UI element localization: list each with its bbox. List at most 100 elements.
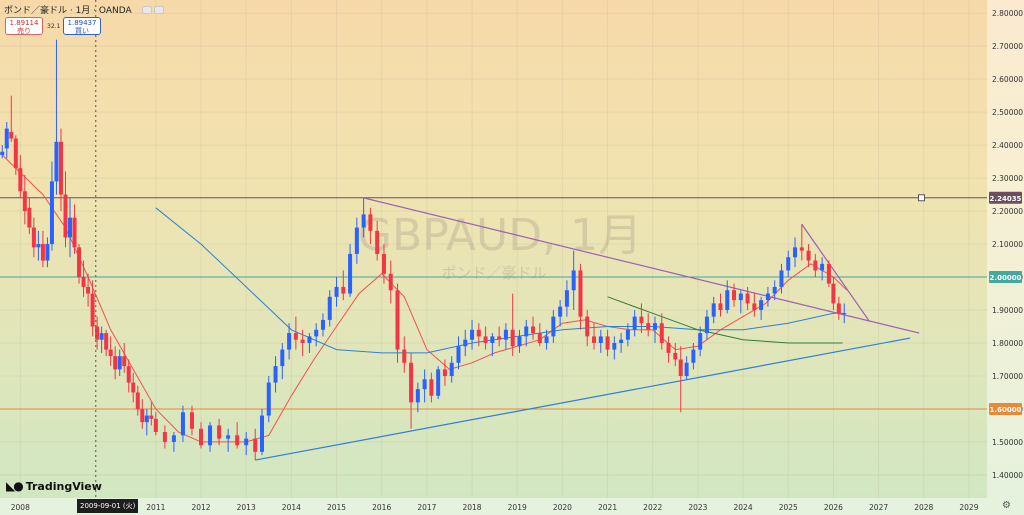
candle-body <box>820 263 825 271</box>
candle-body <box>104 333 109 350</box>
candle-body <box>199 428 204 446</box>
candle-body <box>77 247 82 278</box>
buy-button[interactable]: 1.89437 買い <box>63 17 101 35</box>
candle-body <box>732 290 737 301</box>
candle-body <box>244 438 249 446</box>
time-tick-label: 2019 <box>508 503 527 512</box>
candle-body <box>772 286 777 294</box>
candle-body <box>31 227 36 248</box>
price-tick-label: 1.80000 <box>992 339 1023 348</box>
time-tick-label: 2023 <box>688 503 707 512</box>
candle-body <box>226 435 231 439</box>
candle-body <box>476 329 481 337</box>
visibility-toggle-icon[interactable] <box>141 5 152 14</box>
candle-body <box>9 131 14 139</box>
candle-body <box>551 316 556 337</box>
price-tick-label: 1.40000 <box>992 471 1023 480</box>
candle-body <box>375 230 380 254</box>
candle-body <box>117 356 122 370</box>
candle-body <box>189 412 194 429</box>
time-tick-label: 2021 <box>598 503 617 512</box>
time-tick-label: 2015 <box>327 503 346 512</box>
time-axis[interactable] <box>0 498 987 515</box>
candle-body <box>564 290 569 307</box>
candle-body <box>786 257 791 271</box>
tradingview-logo[interactable]: ◣● TradingView <box>6 479 102 493</box>
level-price-badge <box>989 191 1022 204</box>
level-price-label: 2.00000 <box>990 274 1022 282</box>
candle-body <box>381 253 386 274</box>
price-tick-label: 2.10000 <box>992 240 1023 249</box>
level-price-label: 1.60000 <box>990 406 1022 414</box>
crosshair-date-label: 2009-09-01 (火) <box>77 499 139 513</box>
candle-body <box>578 270 583 317</box>
time-tick-label: 2028 <box>914 503 933 512</box>
candle-body <box>745 293 750 304</box>
candle-body <box>779 270 784 287</box>
price-axis[interactable] <box>987 0 1024 515</box>
candle-body <box>517 336 522 347</box>
candle-body <box>253 438 258 452</box>
candles <box>0 39 847 461</box>
candle-body <box>0 151 5 156</box>
candle-body <box>49 181 54 245</box>
buy-price: 1.89437 <box>67 19 97 27</box>
price-tick-label: 2.60000 <box>992 75 1023 84</box>
candle-body <box>149 415 154 419</box>
price-tick-label: 1.70000 <box>992 372 1023 381</box>
more-options-icon[interactable] <box>153 5 164 14</box>
candle-body <box>122 356 127 367</box>
price-tick-label: 2.50000 <box>992 108 1023 117</box>
candle-body <box>144 415 149 423</box>
moving-averages <box>1 154 848 443</box>
candle-body <box>806 250 811 261</box>
candle-body <box>537 333 542 343</box>
time-tick-label: 2017 <box>417 503 436 512</box>
gear-icon[interactable]: ⚙ <box>1002 500 1011 511</box>
candle-body <box>725 290 730 311</box>
candle-body <box>86 286 91 294</box>
candle-body <box>585 316 590 337</box>
candle-body <box>698 333 703 350</box>
candle-body <box>436 369 441 396</box>
trend-line[interactable] <box>801 223 871 322</box>
candle-body <box>531 326 536 334</box>
level-price-label: 2.24035 <box>990 195 1022 203</box>
trend-line[interactable] <box>255 337 911 461</box>
time-tick-label: 2024 <box>734 503 753 512</box>
line-handle[interactable] <box>918 194 926 202</box>
candle-body <box>429 379 434 396</box>
price-tick-label: 2.40000 <box>992 141 1023 150</box>
candle-body <box>153 418 158 433</box>
time-tick-label: 2025 <box>779 503 798 512</box>
trend-line[interactable] <box>363 197 920 334</box>
candle-body <box>126 366 131 383</box>
sell-button[interactable]: 1.89114 売り <box>5 17 43 35</box>
candle-body <box>108 349 113 357</box>
price-tick-label: 2.70000 <box>992 42 1023 51</box>
price-tick-label: 1.90000 <box>992 306 1023 315</box>
candle-body <box>544 336 549 343</box>
candle-body <box>334 286 339 297</box>
candle-body <box>354 227 359 254</box>
buy-label: 買い <box>75 27 89 35</box>
candle-body <box>395 290 400 350</box>
candle-body <box>738 293 743 301</box>
time-axis-labels: 2008 2011 2012 2013 2014 2015 2016 2017 2018 2019… <box>11 503 979 512</box>
candle-body <box>836 303 841 314</box>
candle-body <box>524 326 529 337</box>
symbol-title[interactable]: ポンド／豪ドル · 1月 · OANDA <box>4 6 132 16</box>
candle-body <box>293 333 298 340</box>
candle-body <box>287 333 292 350</box>
candle-body <box>22 191 27 212</box>
trend-lines[interactable] <box>255 197 920 461</box>
time-tick-label: 2027 <box>869 503 888 512</box>
time-tick-label: 2014 <box>282 503 301 512</box>
candle-body <box>361 214 366 228</box>
candle-body <box>752 303 757 311</box>
time-tick-label: 2013 <box>237 503 256 512</box>
candle-body <box>691 349 696 363</box>
candle-body <box>639 316 644 324</box>
price-tick-label: 2.80000 <box>992 9 1023 18</box>
